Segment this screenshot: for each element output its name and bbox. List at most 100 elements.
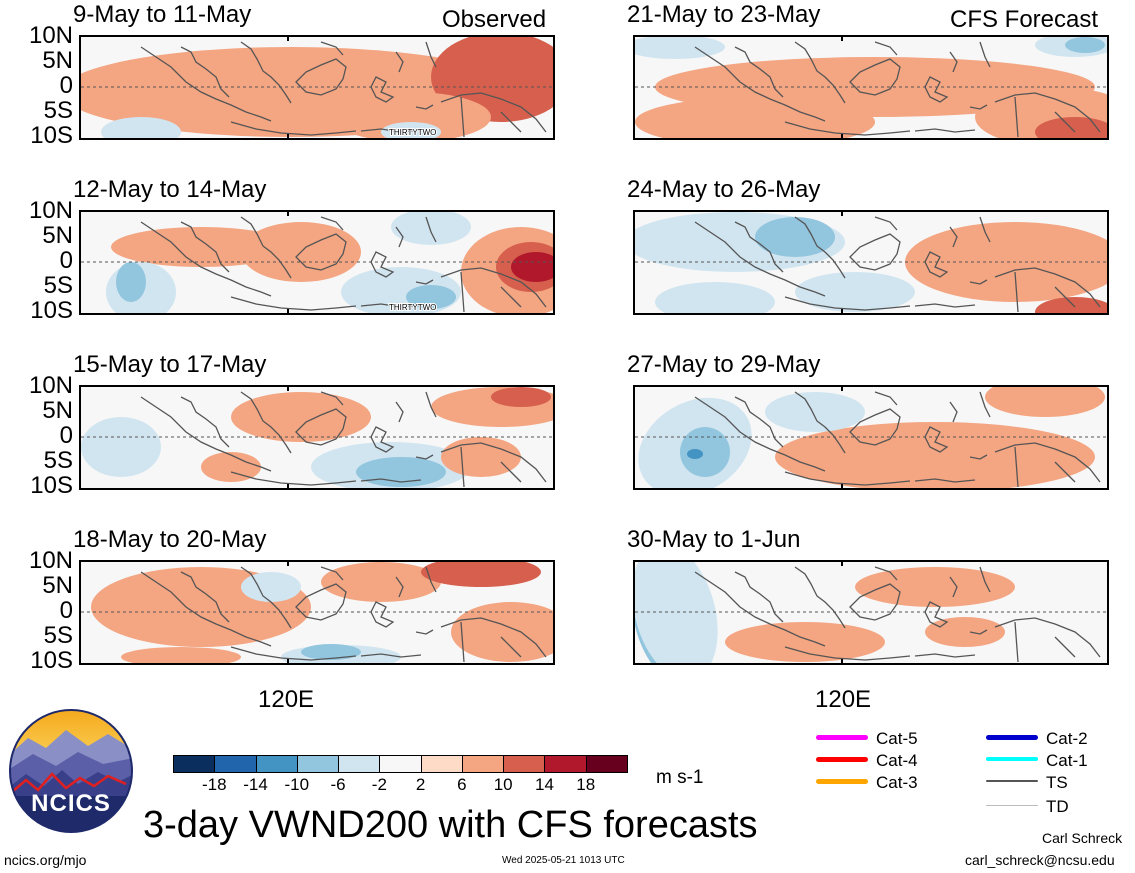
lat-label: 5N (42, 222, 73, 249)
coastline (979, 41, 991, 68)
coastline (440, 267, 547, 308)
lat-label: 10S (30, 647, 73, 674)
anomaly-contour (481, 57, 553, 117)
lon-tick (287, 385, 289, 391)
panel-title: 27-May to 29-May (627, 351, 821, 378)
coastline (240, 566, 292, 629)
coastline (949, 226, 958, 248)
coastline (734, 46, 784, 98)
colorbar-swatch (214, 755, 257, 773)
anomaly-map-panel: THIRTYTWO (79, 35, 555, 140)
colorbar-swatch (503, 755, 546, 773)
lon-tick (287, 659, 289, 665)
coastline (415, 454, 434, 460)
coastline (395, 51, 404, 73)
coastline (994, 442, 1101, 483)
coastline (370, 251, 395, 278)
coastline (1054, 636, 1076, 658)
vwnd-anomaly-field: THIRTYTWO (81, 37, 553, 138)
coastline (734, 396, 784, 448)
coastline (240, 41, 292, 104)
colorbar-tick-label: -14 (243, 775, 268, 794)
coastline (295, 583, 347, 621)
coastline (979, 216, 991, 243)
coastline (460, 96, 465, 138)
coastline (500, 111, 522, 133)
coastline (425, 566, 437, 593)
anomaly-contour (131, 52, 271, 102)
lat-label: 10N (28, 22, 73, 49)
footer-author: Carl Schreck (1042, 830, 1123, 846)
anomaly-contour (1065, 37, 1105, 53)
coastline (295, 58, 347, 96)
colorbar (173, 755, 628, 773)
legend-label: Cat-2 (1046, 729, 1088, 748)
lat-label: 5N (42, 397, 73, 424)
anomaly-contour (775, 422, 1095, 488)
lat-label: 5S (43, 447, 73, 474)
vwnd-anomaly-field (635, 37, 1107, 138)
forecast-header: CFS Forecast (950, 6, 1099, 33)
colorbar-tick-label: 6 (457, 775, 467, 794)
colorbar-tick-label: 18 (576, 775, 596, 794)
coastline (914, 478, 976, 483)
lon-tick (287, 35, 289, 41)
coastline (849, 408, 901, 446)
anomaly-map-panel (633, 560, 1109, 665)
footer-email[interactable]: carl_schreck@ncsu.edu (965, 852, 1115, 868)
lat-label: 10S (30, 297, 73, 324)
legend-swatch (986, 734, 1038, 740)
panel-title: 9-May to 11-May (73, 1, 252, 28)
anomaly-contour (765, 392, 865, 432)
coastline (969, 454, 988, 460)
coastline (794, 216, 846, 279)
colorbar-swatch (544, 755, 587, 773)
lon-tick (287, 484, 289, 490)
anomaly-contour (925, 617, 1005, 647)
colorbar-tick-label: -6 (330, 775, 346, 794)
vwnd-anomaly-field (635, 387, 1107, 488)
anomaly-map-panel (79, 385, 555, 490)
lon-tick (287, 210, 289, 216)
coastline (949, 51, 958, 73)
coastline (784, 646, 911, 661)
legend-swatch (986, 804, 1038, 806)
coastline (500, 461, 522, 483)
coastline (949, 401, 958, 423)
ncics-logo: NCICS (8, 708, 134, 834)
coastline (874, 216, 898, 231)
footer-url[interactable]: ncics.org/mjo (4, 852, 87, 868)
anomaly-contour (451, 602, 553, 662)
coastline (794, 41, 846, 104)
coastline (969, 279, 988, 285)
lat-label: 0 (59, 72, 73, 99)
vwnd-anomaly-field (81, 562, 553, 663)
anomaly-contour (1035, 297, 1107, 313)
lon-tick (841, 210, 843, 216)
lat-label: 10S (30, 472, 73, 499)
legend-label: Cat-4 (876, 751, 918, 770)
anomaly-contour (855, 567, 1015, 607)
coastline (360, 128, 422, 133)
logo-text: NCICS (31, 790, 111, 817)
lon-tick (841, 560, 843, 566)
coastline (230, 646, 357, 661)
coastline (924, 601, 949, 628)
colorbar-labels: -18 -14 -10 -6 -2 2 6 10 14 18 (173, 776, 627, 796)
coastline (440, 617, 547, 658)
coastline (914, 653, 976, 658)
anomaly-contour (331, 92, 491, 138)
coastline (140, 571, 272, 647)
coastline (924, 76, 949, 103)
anomaly-contour (725, 622, 885, 662)
anomaly-contour (795, 272, 915, 312)
lat-label: 5N (42, 47, 73, 74)
coastline (1054, 286, 1076, 308)
coastline (180, 396, 230, 448)
lat-label: 5S (43, 622, 73, 649)
coastline (295, 233, 347, 271)
colorbar-tick-label: 2 (415, 775, 426, 794)
lon-tick (841, 484, 843, 490)
coastline (140, 46, 272, 122)
coastline (240, 216, 292, 279)
